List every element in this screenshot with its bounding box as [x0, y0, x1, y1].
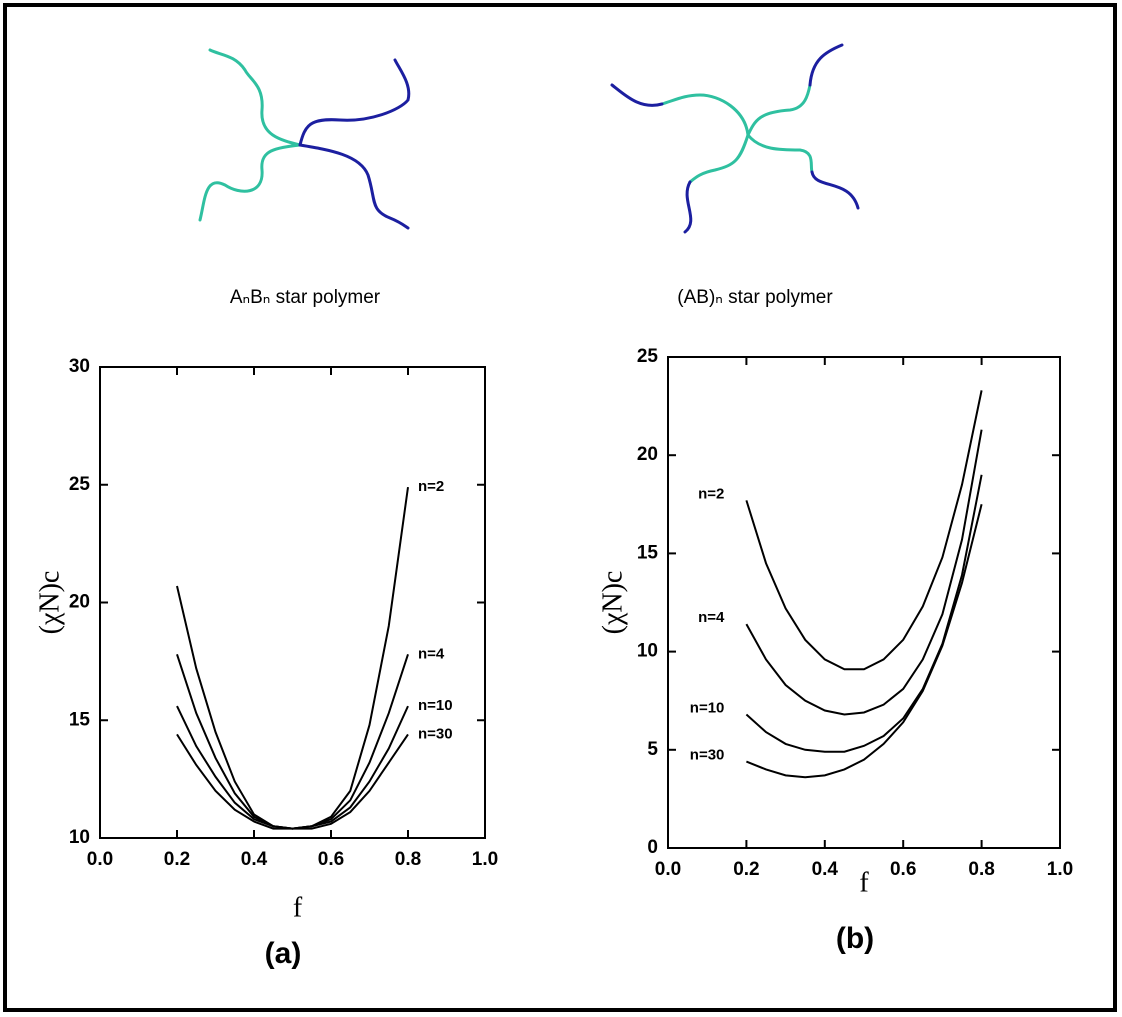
- y-tick-label: 20: [637, 444, 658, 465]
- diagram-caption: (AB)ₙ star polymer: [677, 287, 833, 308]
- panel-label: (a): [265, 937, 302, 970]
- x-tick-label: 1.0: [472, 849, 498, 870]
- diagram-caption: AₙBₙ star polymer: [230, 287, 381, 308]
- series-label: n=2: [698, 485, 724, 502]
- plot-frame: [667, 356, 1061, 849]
- y-axis-label: (χN)c: [597, 571, 628, 635]
- y-tick-label: 20: [69, 592, 90, 613]
- x-tick-label: 0.0: [87, 849, 113, 870]
- y-tick-label: 30: [69, 356, 90, 377]
- panel-label: (b): [836, 922, 874, 955]
- x-tick-label: 0.4: [812, 859, 839, 880]
- series-label: n=2: [418, 478, 444, 495]
- series-label: n=4: [698, 609, 725, 626]
- series-label: n=30: [690, 747, 725, 764]
- star-diagram-b: [610, 43, 860, 234]
- curve: [176, 733, 409, 830]
- y-tick-label: 5: [647, 739, 658, 760]
- y-axis-label: (χN)c: [34, 571, 65, 635]
- y-tick-label: 0: [647, 837, 658, 858]
- curve: [745, 390, 983, 671]
- x-tick-label: 0.6: [890, 859, 916, 880]
- series-label: n=10: [690, 699, 725, 716]
- x-axis-label: f: [859, 867, 869, 898]
- x-tick-label: 0.2: [733, 859, 759, 880]
- x-tick-label: 0.2: [164, 849, 190, 870]
- frame: [3, 3, 1117, 1012]
- x-tick-label: 0.8: [968, 859, 994, 880]
- series-label: n=10: [418, 697, 453, 714]
- y-tick-label: 15: [637, 542, 659, 563]
- x-tick-label: 0.6: [318, 849, 344, 870]
- x-tick-label: 0.4: [241, 849, 268, 870]
- x-tick-label: 0.0: [655, 859, 681, 880]
- star-diagram-a: [198, 48, 411, 230]
- series-label: n=4: [418, 645, 445, 662]
- x-tick-label: 1.0: [1047, 859, 1073, 880]
- series-label: n=30: [418, 725, 453, 742]
- y-tick-label: 10: [637, 641, 658, 662]
- y-tick-label: 25: [69, 474, 91, 495]
- y-tick-label: 10: [69, 827, 90, 848]
- x-tick-label: 0.8: [395, 849, 421, 870]
- x-axis-label: f: [293, 892, 303, 923]
- curve: [745, 429, 983, 716]
- y-tick-label: 25: [637, 346, 659, 367]
- y-tick-label: 15: [69, 709, 91, 730]
- curve: [746, 504, 983, 779]
